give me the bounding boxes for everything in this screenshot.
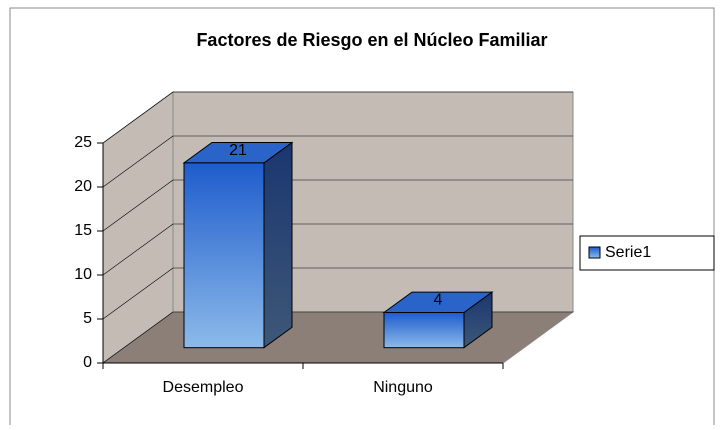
x-tick-label: Ninguno	[373, 379, 433, 396]
value-label: 4	[434, 292, 443, 309]
y-tick-label: 25	[74, 134, 92, 151]
grid-line	[102, 223, 174, 276]
grid-line	[102, 135, 174, 188]
legend-box	[579, 235, 715, 271]
grid-line	[102, 91, 174, 144]
y-tick-label: 0	[83, 354, 92, 371]
y-tick-label: 20	[74, 178, 92, 195]
bar	[183, 162, 265, 349]
bar	[383, 312, 465, 349]
bar-side	[263, 141, 293, 349]
y-tick-label: 5	[83, 310, 92, 327]
chart-title: Factores de Riesgo en el Núcleo Familiar	[196, 30, 547, 50]
floor	[101, 311, 575, 364]
legend-swatch	[588, 246, 601, 259]
y-tick-label: 15	[74, 222, 92, 239]
legend: Serie1	[579, 235, 715, 271]
grid-line	[102, 267, 174, 320]
value-label: 21	[229, 142, 247, 159]
y-tick-label: 10	[74, 266, 92, 283]
x-tick-label: Desempleo	[163, 379, 244, 396]
grid-line	[102, 311, 174, 364]
grid-line	[102, 179, 174, 232]
legend-label: Serie1	[605, 244, 651, 261]
